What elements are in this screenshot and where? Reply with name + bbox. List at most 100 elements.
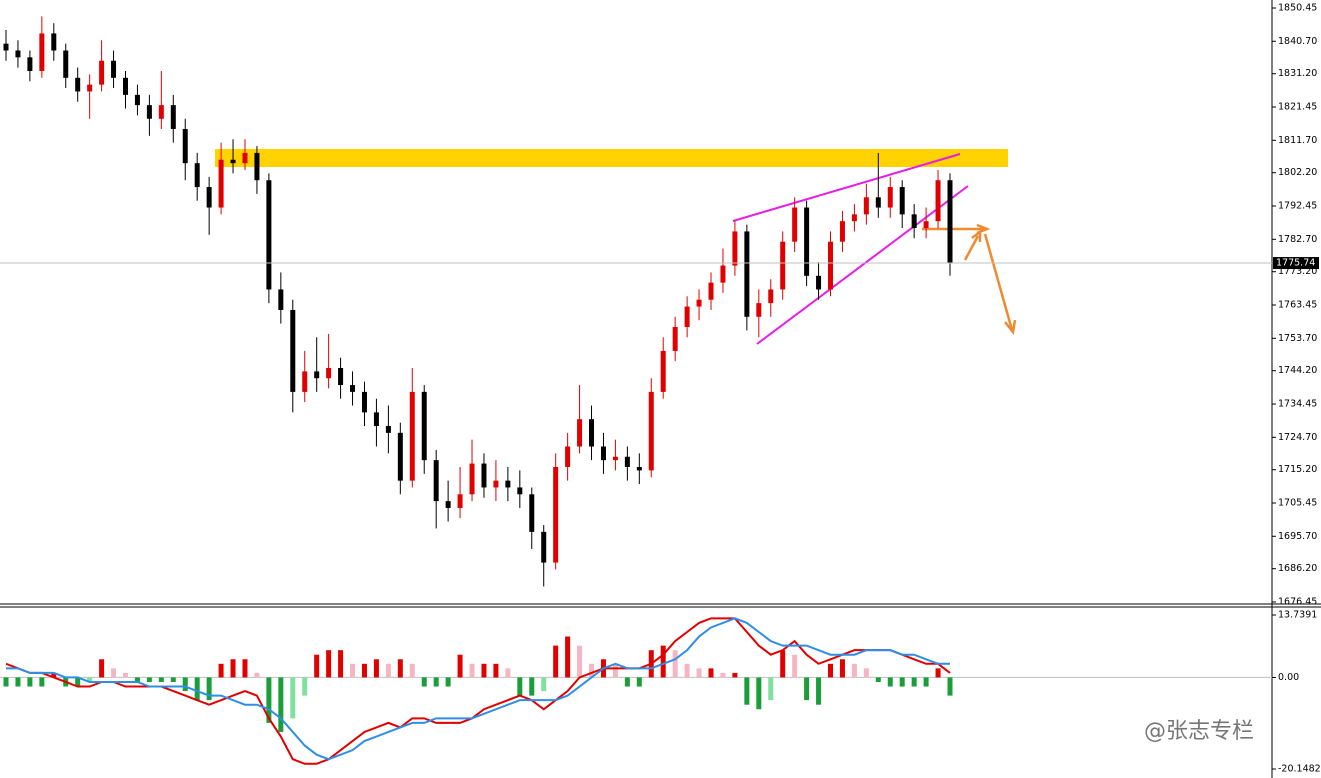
histogram-bar [589, 663, 595, 678]
candle-body [445, 501, 451, 508]
histogram-bar [708, 668, 714, 678]
histogram-bar [696, 668, 702, 678]
candle-body [433, 460, 439, 502]
histogram-bar [577, 645, 583, 678]
histogram-bar [3, 677, 9, 687]
histogram-bar [75, 677, 81, 687]
histogram-bar [51, 672, 57, 678]
candle-body [792, 207, 798, 242]
candle-body [660, 350, 666, 392]
candle-body [636, 466, 642, 471]
histogram-bar [899, 677, 905, 687]
candle-body [266, 180, 272, 290]
candle-body [99, 60, 105, 85]
histogram-bar [851, 663, 857, 678]
candle-body [851, 214, 857, 222]
candle-body [27, 57, 33, 71]
candle-body [756, 303, 762, 317]
histogram-bar [780, 650, 786, 678]
candle-body [290, 309, 296, 392]
histogram-bar [158, 677, 164, 682]
candle-body [839, 221, 845, 242]
histogram-bar [170, 677, 176, 682]
histogram-bar [541, 677, 547, 692]
candle-body [648, 391, 654, 471]
histogram-bar [314, 654, 320, 678]
candle-body [385, 426, 391, 433]
candle-body [39, 33, 45, 71]
candle-body [828, 241, 834, 290]
candle-body [708, 282, 714, 300]
histogram-bar [553, 645, 559, 678]
candle-body [577, 419, 583, 447]
candle-body [780, 241, 786, 290]
y-tick-label: 1763.45 [1278, 300, 1317, 311]
y-tick-label: -20.1482 [1278, 764, 1321, 775]
candle-body [51, 33, 57, 51]
y-tick-label: 1734.45 [1278, 399, 1317, 410]
histogram-bar [409, 663, 415, 678]
histogram-bar [947, 677, 953, 696]
y-tick-label: 1705.45 [1278, 498, 1317, 509]
candle-body [302, 371, 308, 392]
candle-body [218, 159, 224, 208]
candle-body [505, 480, 511, 488]
histogram-bar [756, 677, 762, 710]
histogram-bar [206, 677, 212, 701]
trend-line [756, 185, 969, 345]
histogram-bar [326, 650, 332, 678]
y-tick-label: 1773.20 [1278, 266, 1317, 277]
histogram-bar [373, 659, 379, 678]
y-tick-label: 1724.70 [1278, 432, 1317, 443]
price-label: 1775.74 [1276, 258, 1315, 269]
candle-body [684, 306, 690, 328]
candle-body [911, 214, 917, 229]
histogram-bar [338, 650, 344, 678]
candle-body [720, 265, 726, 283]
candle-body [768, 289, 774, 304]
candle-body [326, 367, 332, 379]
candle-body [517, 487, 523, 495]
y-tick-label: 1831.20 [1278, 68, 1317, 79]
candle-body [672, 327, 678, 351]
candle-body [565, 446, 571, 467]
histogram-bar [612, 663, 618, 678]
y-tick-label: 13.7391 [1278, 610, 1317, 621]
y-tick-label: 1821.45 [1278, 102, 1317, 113]
histogram-bar [732, 672, 738, 678]
histogram-bar [529, 677, 535, 696]
candle-body [612, 456, 618, 461]
y-tick-label: 1744.20 [1278, 365, 1317, 376]
candle-body [314, 371, 320, 379]
histogram-bar [122, 672, 128, 678]
candle-body [804, 207, 810, 276]
histogram-bar [565, 636, 571, 678]
histogram-bar [302, 677, 308, 696]
candle-body [63, 50, 69, 78]
candle-body [206, 187, 212, 208]
histogram-bar [290, 677, 296, 719]
candle-body [553, 466, 559, 563]
candle-body [481, 463, 487, 488]
candle-body [589, 419, 595, 447]
candle-body [469, 463, 475, 495]
histogram-bar [684, 663, 690, 678]
histogram-bar [457, 654, 463, 678]
histogram-bar [194, 677, 200, 701]
histogram-bar [923, 677, 929, 687]
candle-body [194, 163, 200, 188]
candle-body [397, 432, 403, 481]
histogram-bar [863, 668, 869, 678]
candle-body [887, 187, 893, 208]
y-tick-label: 0.00 [1278, 672, 1299, 683]
candle-body [182, 129, 188, 164]
histogram-bar [254, 672, 260, 678]
histogram-bar [911, 677, 917, 687]
histogram-bar [99, 659, 105, 678]
histogram-bar [230, 659, 236, 678]
histogram-bar [182, 677, 188, 692]
histogram-bar [266, 677, 272, 723]
histogram-bar [481, 663, 487, 678]
candle-body [158, 105, 164, 119]
